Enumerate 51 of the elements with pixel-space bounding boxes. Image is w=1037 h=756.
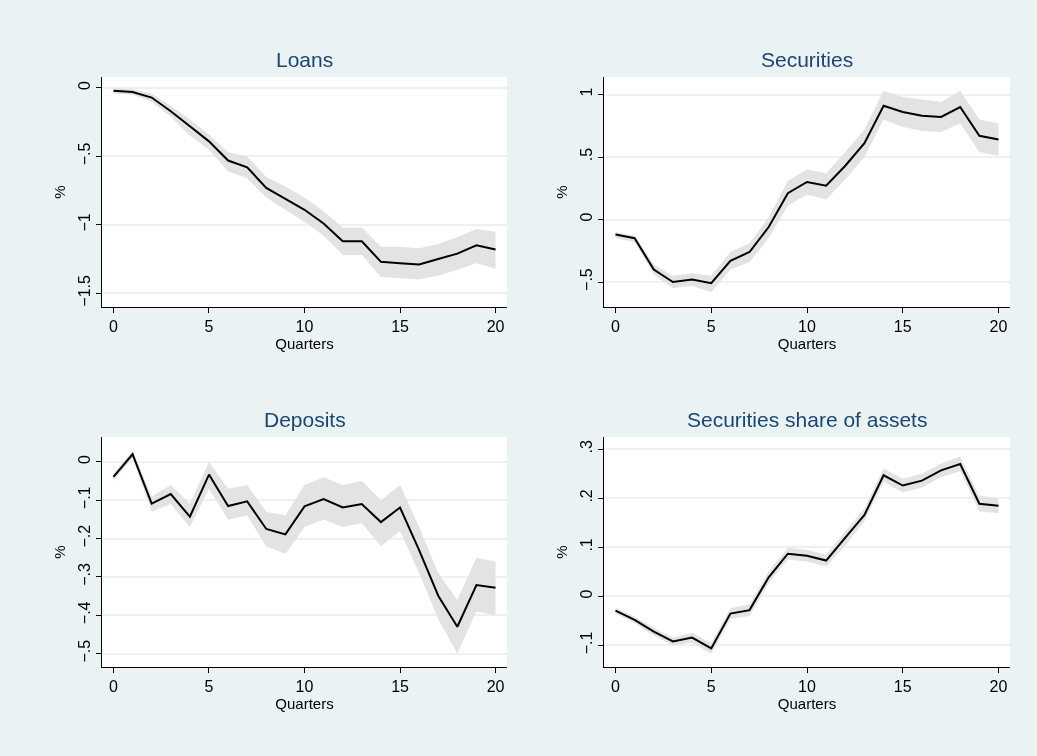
y-tick-label: .3 — [577, 440, 595, 454]
y-tick-label: 0 — [577, 589, 595, 599]
y-tick-label: .1 — [577, 538, 595, 552]
x-tick-label: 10 — [295, 678, 314, 696]
y-tick-label: −.3 — [75, 563, 93, 586]
y-tick-label: −.1 — [75, 486, 93, 510]
y-tick-label: 0 — [75, 81, 93, 90]
x-tick-label: 5 — [204, 318, 214, 336]
x-tick-label: 0 — [611, 678, 621, 696]
x-tick-label: 10 — [798, 318, 816, 336]
y-tick-label: .5 — [577, 147, 595, 162]
x-axis-title: Quarters — [777, 335, 837, 353]
x-tick-label: 20 — [989, 318, 1008, 336]
y-tick-label: 0 — [577, 212, 595, 222]
x-tick-label: 5 — [204, 678, 214, 696]
x-axis-title: Quarters — [275, 695, 334, 713]
y-tick-label: −.2 — [75, 524, 93, 548]
y-tick-label: −.5 — [75, 142, 93, 166]
x-tick-label: 20 — [989, 678, 1008, 696]
y-tick-label: 1 — [577, 87, 595, 97]
chart-title: Securities — [761, 48, 854, 71]
y-tick-label: −.1 — [577, 631, 595, 655]
x-tick-label: 20 — [486, 318, 505, 336]
x-tick-label: 15 — [391, 318, 410, 336]
x-tick-label: 0 — [109, 318, 119, 336]
chart-title: Deposits — [264, 408, 346, 431]
y-axis-title: % — [50, 185, 68, 199]
x-tick-label: 10 — [798, 678, 816, 696]
x-tick-label: 0 — [611, 318, 621, 336]
y-tick-label: −1 — [75, 213, 93, 232]
x-tick-label: 15 — [391, 678, 410, 696]
x-tick-label: 0 — [109, 678, 119, 696]
y-tick-label: −.5 — [577, 268, 595, 291]
x-axis-title: Quarters — [275, 335, 334, 353]
x-tick-label: 15 — [893, 678, 912, 696]
chart-title: Securities share of assets — [687, 408, 928, 431]
x-tick-label: 5 — [706, 678, 716, 696]
x-tick-label: 10 — [295, 318, 314, 336]
y-tick-label: .2 — [577, 489, 595, 503]
x-axis-title: Quarters — [777, 695, 837, 713]
y-axis-title: % — [552, 185, 570, 199]
x-tick-label: 15 — [893, 318, 912, 336]
y-tick-label: −.4 — [75, 601, 93, 625]
x-tick-label: 5 — [706, 318, 716, 336]
y-axis-title: % — [50, 545, 68, 559]
y-tick-label: −.5 — [75, 639, 93, 663]
x-tick-label: 20 — [486, 678, 505, 696]
y-tick-label: 0 — [75, 454, 93, 464]
chart-title: Loans — [276, 48, 334, 71]
y-tick-label: −1.5 — [75, 275, 93, 307]
y-axis-title: % — [552, 545, 570, 559]
